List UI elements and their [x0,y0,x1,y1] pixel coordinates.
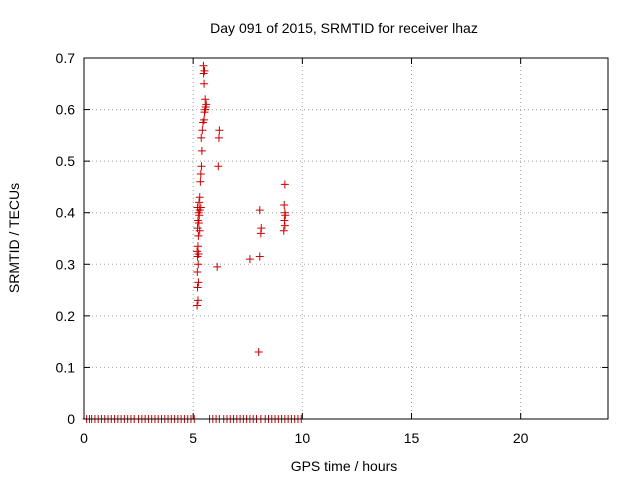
data-point [195,198,204,207]
axis-ticks: 0 0.1 0.2 0.3 0.4 0.5 0.6 0.7 0 5 10 15 20 [56,50,608,446]
data-point [214,133,223,142]
y-tick-label: 0 [67,411,75,427]
data-point [197,146,206,155]
y-tick-label: 0.5 [56,153,76,169]
data-point [245,255,254,264]
x-tick-label: 10 [295,430,311,446]
y-tick-label: 0.2 [56,308,76,324]
data-point [196,203,205,212]
data-point [193,268,202,277]
data-point [194,231,203,240]
data-point [280,216,289,225]
y-tick-label: 0.3 [56,256,76,272]
data-point [199,61,208,70]
data-point [254,347,263,356]
data-point [280,208,289,217]
data-point [201,95,210,104]
data-point [215,126,224,135]
data-point [194,278,203,287]
data-point [193,224,202,233]
data-point [280,180,289,189]
plot-frame [83,57,609,420]
data-point [255,252,264,261]
data-point [194,260,203,269]
data-point [193,247,202,256]
data-point [193,216,202,225]
y-tick-label: 0.4 [56,205,76,221]
data-point [200,66,209,75]
x-axis-label: GPS time / hours [291,458,398,474]
data-point [279,226,288,235]
data-point [193,242,202,251]
chart-title: Day 091 of 2015, SRMTID for receiver lha… [210,20,478,36]
data-point [196,177,205,186]
data-point [197,133,206,142]
data-point [196,170,205,179]
data-point [193,296,202,305]
x-tick-label: 15 [404,430,420,446]
data-point [257,224,266,233]
data-point [280,200,289,209]
y-axis-label: SRMTID / TECUs [6,183,22,293]
data-point [197,162,206,171]
data-point [193,301,202,310]
y-tick-label: 0.1 [56,359,76,375]
x-tick-label: 0 [80,430,88,446]
data-point [214,162,223,171]
data-point [213,262,222,271]
x-tick-label: 5 [189,430,197,446]
data-point [202,100,211,109]
data-points [82,61,306,423]
data-point [200,79,209,88]
y-tick-label: 0.6 [56,102,76,118]
data-point [255,206,264,215]
data-point [195,193,204,202]
grid-lines [84,58,608,419]
x-tick-label: 20 [513,430,529,446]
data-point [198,126,207,135]
data-point [200,115,209,124]
data-point [193,283,202,292]
y-tick-label: 0.7 [56,50,76,66]
